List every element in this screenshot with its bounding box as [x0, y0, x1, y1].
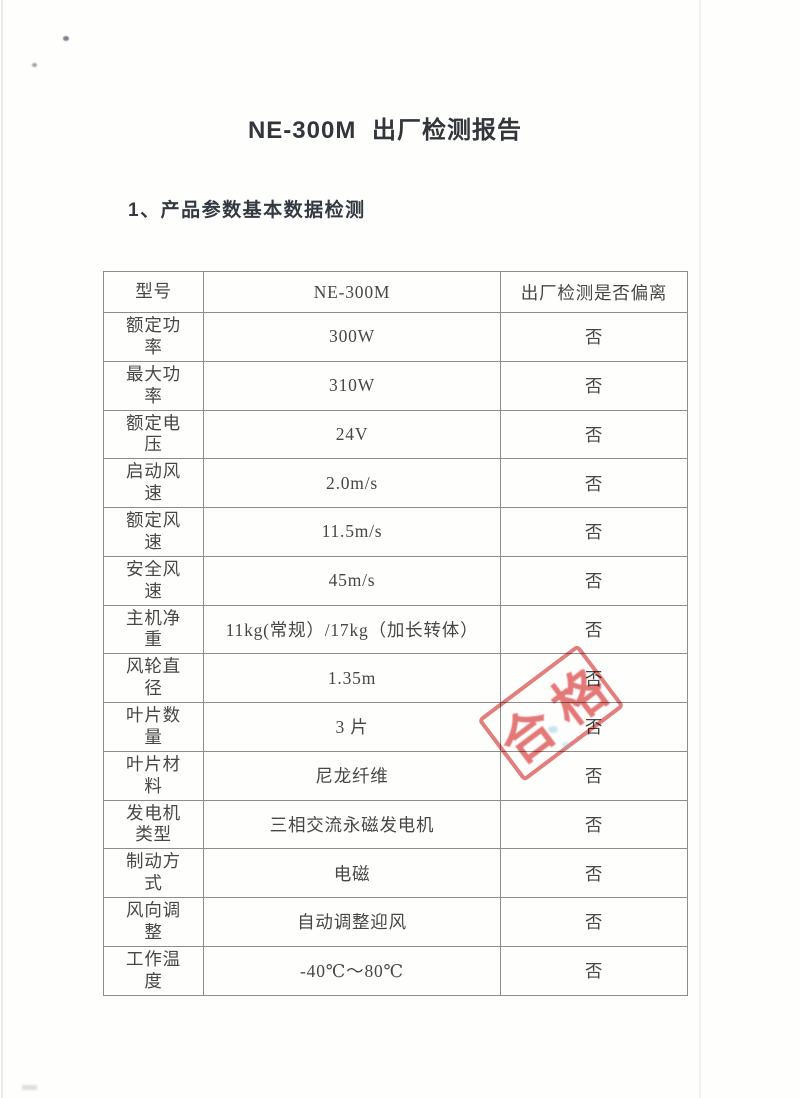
param-value: 300W: [203, 312, 501, 362]
document-title: NE-300M 出厂检测报告: [247, 117, 523, 144]
header-deviation-label: 出厂检测是否偏离: [500, 271, 688, 313]
param-value: 3 片: [203, 702, 501, 752]
deviation-value: 否: [500, 799, 688, 850]
deviation-value: 否: [500, 409, 688, 460]
table-row: 启动风速 2.0m/s 否: [103, 458, 688, 508]
param-label: 发电机类型: [103, 799, 204, 850]
param-label: 额定功率: [103, 312, 204, 362]
table-row: 工作温度 -40℃～80℃ 否: [103, 945, 688, 996]
param-label: 叶片材料: [103, 750, 204, 801]
table-row: 主机净重 11kg(常规）/17kg（加长转体） 否: [103, 604, 688, 655]
table-row: 最大功率 310W 否: [103, 360, 688, 411]
param-label: 风轮直径: [103, 653, 204, 703]
scan-speck: [548, 726, 558, 733]
table-row: 额定风速 11.5m/s 否: [103, 507, 688, 557]
table-row: 叶片材料 尼龙纤维 否: [103, 750, 688, 801]
deviation-value: 否: [500, 555, 688, 606]
deviation-value: 否: [500, 312, 688, 362]
deviation-value: 否: [500, 702, 688, 752]
param-value: -40℃～80℃: [203, 945, 501, 996]
param-value: 三相交流永磁发电机: [203, 799, 501, 850]
param-value: 自动调整迎风: [203, 897, 501, 947]
param-label: 最大功率: [103, 360, 204, 411]
header-model-value: NE-300M: [203, 271, 501, 313]
table-row: 发电机类型 三相交流永磁发电机 否: [103, 799, 688, 850]
param-label: 叶片数量: [103, 702, 204, 752]
deviation-value: 否: [500, 604, 688, 655]
param-value: 电磁: [203, 848, 501, 898]
table-row: 叶片数量 3 片 否: [103, 702, 688, 752]
scan-speck: [63, 36, 69, 41]
param-label: 风向调整: [103, 897, 204, 947]
param-value: 310W: [203, 360, 501, 411]
table-row: 额定电压 24V 否: [103, 409, 688, 460]
deviation-value: 否: [500, 360, 688, 411]
param-value: 11.5m/s: [203, 507, 501, 557]
scan-speck: [562, 742, 570, 748]
spec-table-body: 型号 NE-300M 出厂检测是否偏离 额定功率 300W 否 最大功率 310…: [103, 271, 688, 996]
header-model-label: 型号: [103, 271, 204, 313]
table-row: 风轮直径 1.35m 否: [103, 653, 688, 703]
deviation-value: 否: [500, 750, 688, 801]
param-label: 额定风速: [103, 507, 204, 557]
scan-speck: [32, 63, 37, 67]
param-label: 额定电压: [103, 409, 204, 460]
param-value: 11kg(常规）/17kg（加长转体）: [203, 604, 501, 655]
param-label: 启动风速: [103, 458, 204, 508]
product-spec-table: 型号 NE-300M 出厂检测是否偏离 额定功率 300W 否 最大功率 310…: [103, 271, 688, 996]
param-value: 2.0m/s: [203, 458, 501, 508]
deviation-value: 否: [500, 897, 688, 947]
table-row: 风向调整 自动调整迎风 否: [103, 897, 688, 947]
deviation-value: 否: [500, 945, 688, 996]
deviation-value: 否: [500, 507, 688, 557]
param-value: 尼龙纤维: [203, 750, 501, 801]
table-row: 制动方式 电磁 否: [103, 848, 688, 898]
param-value: 1.35m: [203, 653, 501, 703]
deviation-value: 否: [500, 848, 688, 898]
scan-speck: [22, 1085, 37, 1090]
param-value: 24V: [203, 409, 501, 460]
param-label: 制动方式: [103, 848, 204, 898]
table-row: 安全风速 45m/s 否: [103, 555, 688, 606]
table-header-row: 型号 NE-300M 出厂检测是否偏离: [103, 271, 688, 313]
deviation-value: 否: [500, 458, 688, 508]
param-value: 45m/s: [203, 555, 501, 606]
param-label: 安全风速: [103, 555, 204, 606]
param-label: 工作温度: [103, 945, 204, 996]
table-row: 额定功率 300W 否: [103, 312, 688, 362]
section-heading: 1、产品参数基本数据检测: [128, 200, 366, 221]
scan-edge-artifact-left: [1, 0, 3, 1098]
param-label: 主机净重: [103, 604, 204, 655]
deviation-value: 否: [500, 653, 688, 703]
scan-fold-artifact-right: [699, 0, 701, 1098]
